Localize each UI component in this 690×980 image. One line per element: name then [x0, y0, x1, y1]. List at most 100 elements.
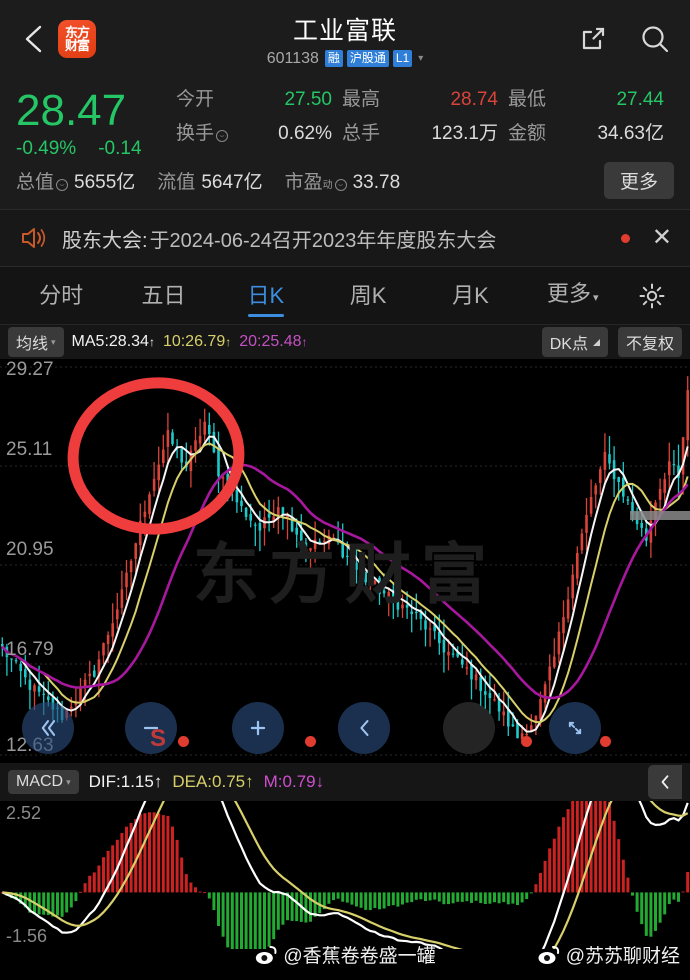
search-icon[interactable] [638, 22, 672, 56]
stats-block: 今开 27.50 最高 28.74 最低 27.44 换手 ⌣ 0.62% [176, 84, 674, 152]
notice-title: 股东大会: [62, 229, 148, 252]
tab-monthly-k[interactable]: 月K [452, 282, 489, 308]
brand-logo-icon[interactable]: 东方 财富 [58, 20, 96, 58]
stat-high-label: 最高 [342, 89, 381, 110]
stat-amount-label: 金额 [508, 123, 547, 144]
ma-selector-button[interactable]: 均线 ▾ [8, 327, 64, 357]
weibo-watermark-right: @苏苏聊财经 [537, 941, 680, 968]
close-icon[interactable]: ✕ [651, 224, 672, 251]
ma20-value: 20:25.48↑ [239, 333, 308, 350]
info-icon[interactable]: ⌣ [334, 179, 347, 191]
scroll-left-button[interactable] [338, 702, 390, 754]
chevron-down-icon: ▾ [51, 336, 56, 347]
zoom-in-button[interactable] [232, 702, 284, 754]
page-title: 工业富联 [292, 16, 397, 45]
y-axis-label-1: 25.11 [6, 439, 53, 460]
stat-open-label: 今开 [176, 89, 215, 110]
macd-selector-button[interactable]: MACD ▾ [8, 770, 79, 794]
brand-logo-line2: 财富 [64, 38, 90, 53]
stat-pe-value: 33.78 [352, 172, 401, 193]
macd-selector-label: MACD [16, 773, 64, 790]
stat-pe: 市盈 动 ⌣ 33.78 [285, 167, 401, 194]
more-button[interactable]: 更多 [603, 162, 674, 199]
adjust-mode-button[interactable]: 不复权 [617, 327, 682, 357]
change-value: -0.14 [98, 138, 142, 159]
tag-connect: 沪股通 [346, 50, 389, 67]
chevron-down-icon: ▾ [593, 291, 599, 304]
notice-unread-dot [620, 233, 630, 243]
ghost-button[interactable] [443, 702, 495, 754]
back-chevron-icon[interactable] [18, 22, 52, 56]
period-tabs: 分时 五日 日K 周K 月K 更多 ▾ [0, 267, 690, 325]
dk-point-label: DK点 [549, 336, 588, 353]
tab-five-day[interactable]: 五日 [141, 282, 186, 308]
fullscreen-button[interactable] [549, 702, 601, 754]
stat-pe-label: 市盈 [284, 172, 323, 193]
stat-turnover-value: 0.62% [278, 123, 332, 144]
gear-icon[interactable] [624, 281, 680, 311]
header-title-block: 工业富联 601138 融 沪股通 L1 ▾ [0, 0, 690, 78]
stats-row-2: 换手 ⌣ 0.62% 总手 123.1万 金额 34.63亿 [176, 118, 674, 145]
chart-float-toolbar: S [0, 699, 690, 757]
red-circle-annotation [67, 377, 245, 535]
candlestick-canvas [0, 366, 690, 756]
candlestick-chart[interactable]: 东方财富 29.27 25.11 20.95 16.79 12.63 S [0, 359, 690, 763]
stat-open-value: 27.50 [284, 89, 332, 110]
corner-triangle-icon [592, 338, 600, 346]
header-actions [576, 22, 672, 56]
collapse-panel-button[interactable] [648, 765, 682, 799]
stat-total-cap-value: 5655亿 [74, 172, 136, 193]
macd-dif-value: DIF:1.15↑ [88, 772, 163, 791]
y-axis-label-3: 16.79 [6, 639, 54, 660]
info-icon[interactable]: ⌣ [56, 179, 69, 191]
dk-point-button[interactable]: DK点 [541, 327, 608, 357]
brand-logo-line1: 东方 [64, 25, 90, 40]
scroll-left-fast-button[interactable] [22, 702, 74, 754]
stat-volume-label: 总手 [342, 123, 381, 144]
share-external-icon[interactable] [576, 22, 610, 56]
tab-more[interactable]: 更多 ▾ [522, 265, 624, 327]
stat-amount: 金额 34.63亿 [508, 118, 674, 145]
stat-low-label: 最低 [508, 89, 547, 110]
stat-float-cap-value: 5647亿 [201, 172, 263, 193]
stat-volume: 总手 123.1万 [342, 118, 508, 145]
tab-weekly-k[interactable]: 周K [349, 282, 387, 308]
price-marker-bar [630, 511, 690, 520]
macd-canvas [0, 801, 690, 949]
ma5-value: MA5:28.34↑ [71, 333, 155, 350]
macd-chart[interactable]: 2.52 -1.56 [0, 801, 690, 949]
price-block: 28.47 -0.49% -0.14 [16, 84, 176, 160]
tab-daily-k[interactable]: 日K [215, 267, 317, 325]
weibo-handle-center: @香蕉卷卷盛一罐 [283, 946, 436, 967]
weibo-icon [537, 943, 561, 967]
ma10-value: 10:26.79↑ [162, 333, 232, 350]
macd-m-value: M:0.79↓ [263, 772, 325, 791]
weibo-icon [254, 943, 278, 967]
stat-low-value: 27.44 [616, 89, 664, 110]
tag-margin: 融 [324, 50, 343, 67]
stats-row-1: 今开 27.50 最高 28.74 最低 27.44 [176, 84, 674, 111]
stat-amount-value: 34.63亿 [597, 123, 664, 144]
weibo-watermark-center: @香蕉卷卷盛一罐 [254, 941, 436, 968]
macd-indicator-bar: MACD ▾ DIF:1.15↑ DEA:0.75↑ M:0.79↓ [0, 763, 690, 801]
info-icon[interactable]: ⌣ [216, 130, 229, 142]
macd-min-label: -1.56 [6, 926, 48, 946]
macd-max-label: 2.52 [6, 803, 42, 823]
notice-banner[interactable]: 股东大会: 于2024-06-24召开2023年年度股东大会 ✕ [0, 209, 690, 267]
stats-row-3: 总值 ⌣ 5655亿 流值 5647亿 市盈 动 ⌣ 33.78 更多 [16, 162, 674, 199]
app-header: 东方 财富 工业富联 601138 融 沪股通 L1 ▾ [0, 0, 690, 78]
chart-option-buttons: DK点 不复权 [541, 327, 682, 357]
ma-selector-label: 均线 [16, 336, 49, 353]
stat-pe-superscript: 动 [322, 180, 333, 191]
y-axis-label-2: 20.95 [6, 539, 54, 560]
stat-volume-value: 123.1万 [431, 123, 498, 144]
stat-total-cap-label: 总值 [16, 172, 55, 193]
stat-low: 最低 27.44 [508, 84, 674, 111]
stat-float-cap: 流值 5647亿 [157, 167, 262, 194]
chevron-down-icon: ▾ [66, 776, 71, 787]
stock-meta-row[interactable]: 601138 融 沪股通 L1 ▾ [267, 50, 424, 68]
zoom-out-button[interactable] [125, 702, 177, 754]
chevron-down-icon[interactable]: ▾ [418, 53, 424, 64]
speaker-icon [18, 223, 48, 253]
tab-intraday[interactable]: 分时 [39, 282, 84, 308]
